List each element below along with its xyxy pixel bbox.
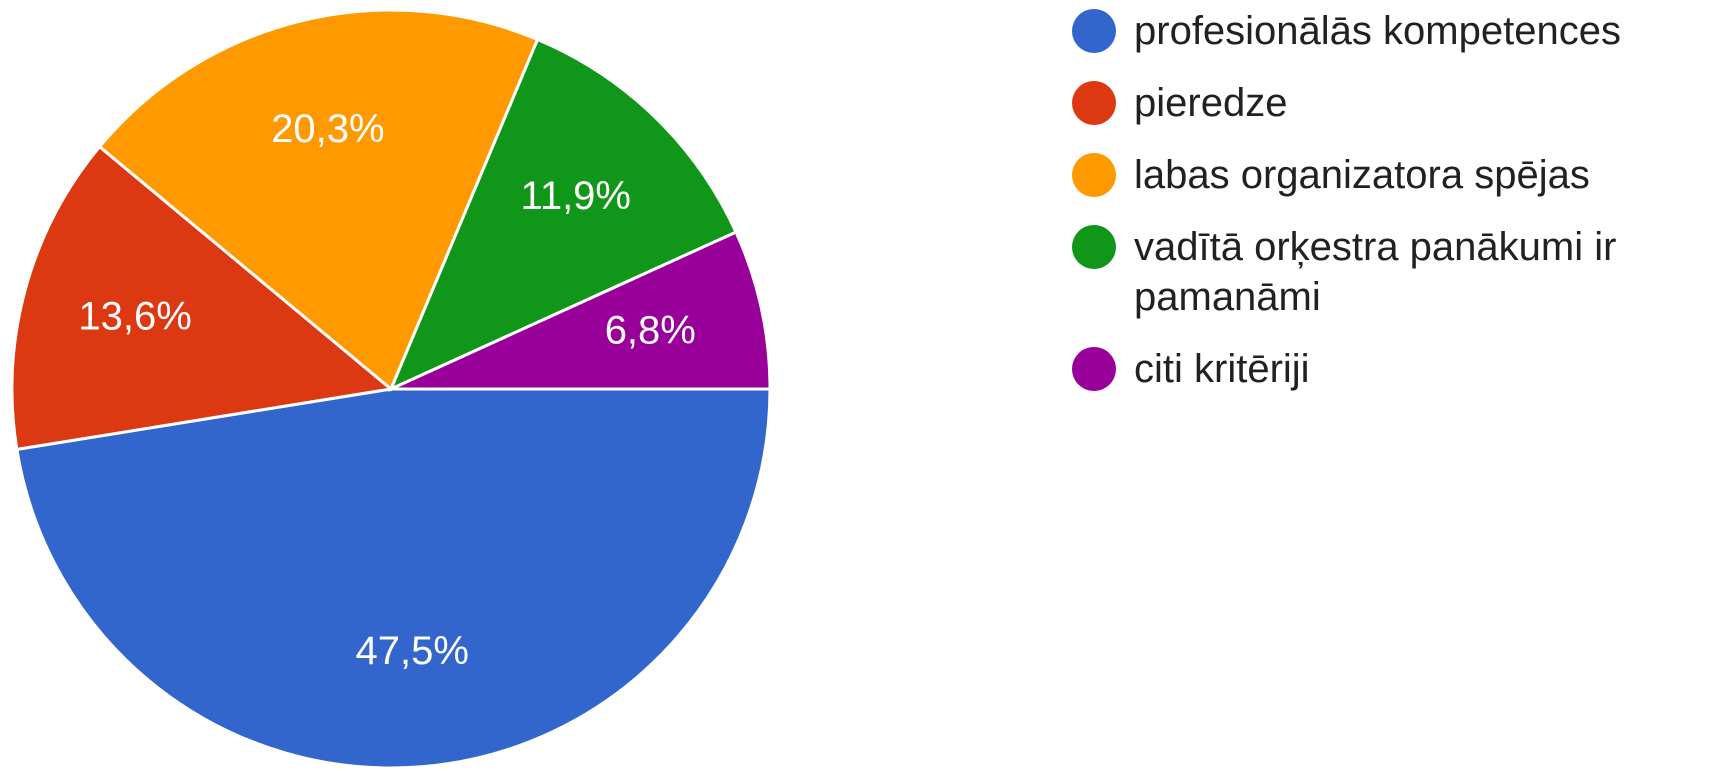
legend: profesionālās kompetences pieredze labas o… — [1072, 6, 1712, 416]
pie-slice — [390, 230, 772, 391]
chart: 47,5% 13,6% 20,3% 11,9% 6,8% — [10, 8, 772, 770]
slice-label: 6,8% — [605, 308, 696, 352]
pie-slice — [15, 387, 772, 770]
legend-swatch — [1072, 9, 1116, 53]
legend-label: vadītā orķestra panākumi ir pamanāmi — [1134, 225, 1617, 319]
legend-label: profesionālās kompetences — [1134, 9, 1621, 53]
pie-slice — [388, 37, 738, 392]
legend-swatch — [1072, 81, 1116, 125]
legend-item: citi kritēriji — [1072, 344, 1712, 394]
pie-slice — [10, 144, 395, 452]
legend-item: profesionālās kompetences — [1072, 6, 1712, 56]
pie-slice — [97, 8, 540, 392]
legend-item: pieredze — [1072, 78, 1712, 128]
legend-item: vadītā orķestra panākumi ir pamanāmi — [1072, 222, 1712, 322]
legend-swatch — [1072, 225, 1116, 269]
slice-label: 13,6% — [78, 295, 191, 339]
legend-item: labas organizatora spējas — [1072, 150, 1712, 200]
slice-label: 11,9% — [521, 174, 631, 218]
legend-label: pieredze — [1134, 81, 1288, 125]
slice-label: 47,5% — [355, 629, 468, 673]
legend-label: labas organizatora spējas — [1134, 153, 1590, 197]
legend-swatch — [1072, 347, 1116, 391]
legend-swatch — [1072, 153, 1116, 197]
legend-label: citi kritēriji — [1134, 347, 1310, 391]
slice-label: 20,3% — [271, 107, 384, 151]
